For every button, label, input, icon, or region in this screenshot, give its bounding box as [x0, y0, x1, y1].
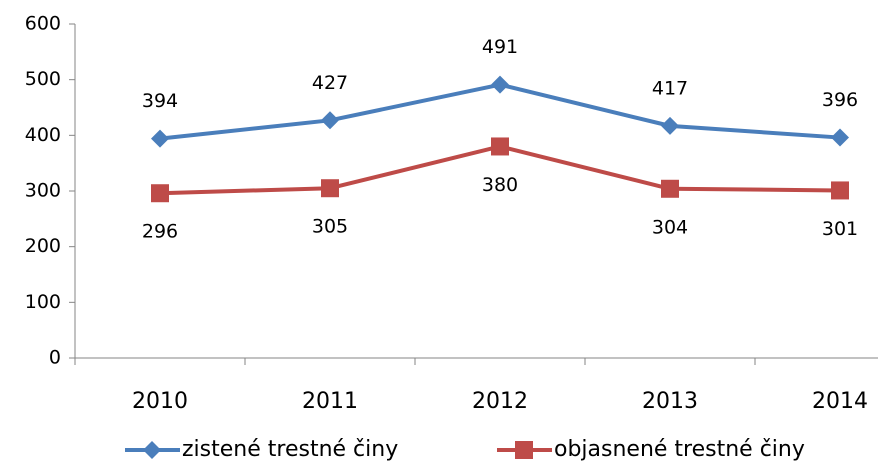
data-point [661, 179, 679, 198]
data-point [491, 75, 509, 94]
y-tick-label: 200 [25, 235, 61, 257]
data-label: 427 [312, 72, 348, 94]
data-point [151, 184, 169, 203]
legend-label: objasnené trestné činy [554, 437, 805, 462]
data-label: 304 [652, 216, 688, 238]
data-point [491, 137, 509, 156]
x-tick-label: 2013 [642, 389, 698, 414]
legend-label: zistené trestné činy [182, 437, 398, 462]
legend-marker [143, 441, 161, 459]
legend-marker [515, 441, 533, 459]
y-tick-label: 0 [49, 347, 61, 369]
data-point [321, 179, 339, 198]
y-tick-label: 100 [25, 291, 61, 313]
data-point [831, 128, 849, 147]
data-label: 380 [482, 174, 518, 196]
data-point [151, 129, 169, 148]
data-label: 417 [652, 77, 688, 99]
y-tick-label: 300 [25, 180, 61, 202]
y-tick-label: 600 [25, 13, 61, 35]
data-label: 296 [142, 221, 178, 243]
data-label: 305 [312, 216, 348, 238]
data-point [831, 181, 849, 200]
data-label: 301 [822, 218, 858, 240]
data-point [661, 116, 679, 135]
data-label: 396 [822, 89, 858, 111]
x-tick-label: 2011 [302, 389, 358, 414]
x-tick-label: 2014 [812, 389, 868, 414]
data-label: 491 [482, 36, 518, 58]
y-tick-label: 500 [25, 68, 61, 90]
y-tick-label: 400 [25, 124, 61, 146]
data-point [321, 111, 339, 130]
data-label: 394 [142, 90, 178, 112]
x-tick-label: 2012 [472, 389, 528, 414]
x-tick-label: 2010 [132, 389, 188, 414]
